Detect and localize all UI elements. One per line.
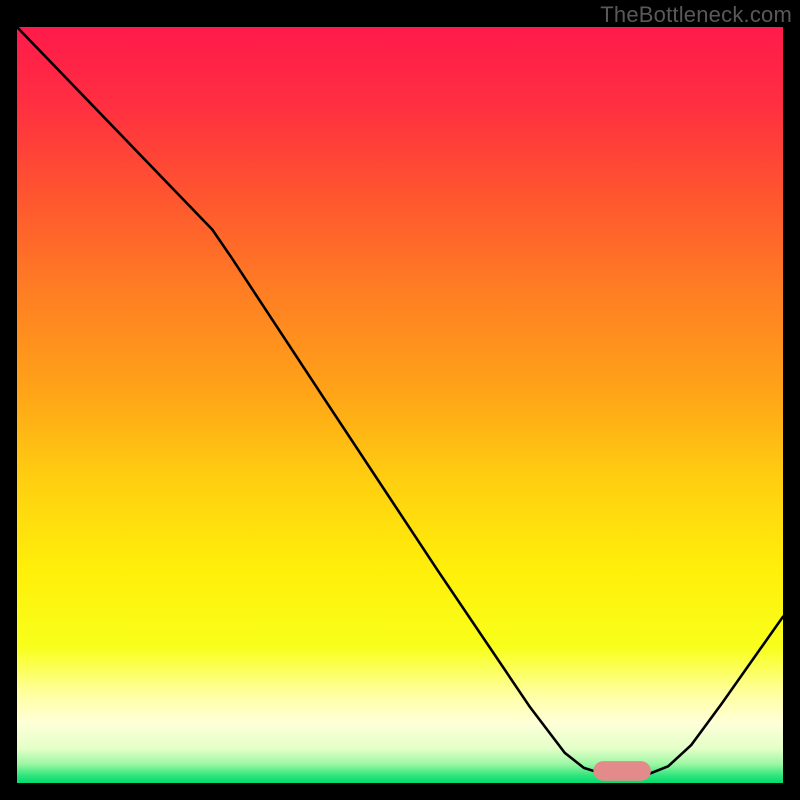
chart-plot-area [17,27,783,783]
optimal-region-marker [593,761,650,781]
watermark-text: TheBottleneck.com [600,2,792,28]
chart-background [17,27,783,783]
bottleneck-curve-chart [17,27,783,783]
